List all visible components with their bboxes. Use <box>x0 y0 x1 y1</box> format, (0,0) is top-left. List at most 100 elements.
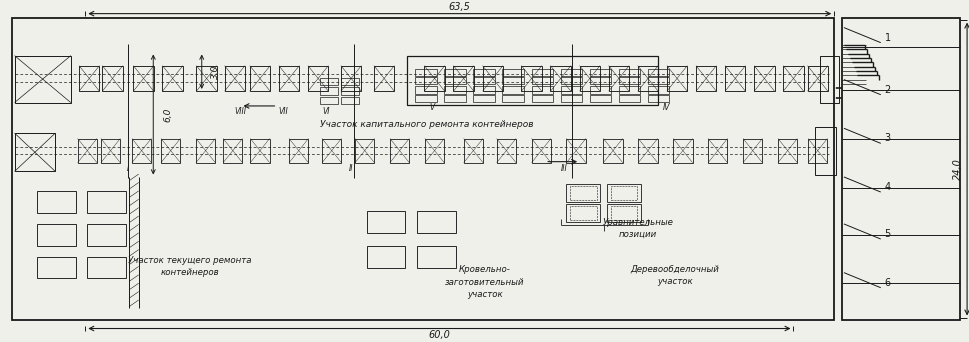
Bar <box>589 69 610 76</box>
Bar <box>560 86 581 93</box>
Bar <box>390 139 409 163</box>
Bar <box>482 66 502 91</box>
Bar <box>610 185 637 200</box>
Bar <box>407 56 657 105</box>
Text: 3: 3 <box>884 133 890 143</box>
Bar <box>806 66 828 91</box>
Text: Участок капитального ремонта контейнеров: Участок капитального ремонта контейнеров <box>320 120 533 129</box>
Bar <box>37 257 76 278</box>
Bar <box>496 139 516 163</box>
Bar <box>618 86 640 93</box>
Text: V: V <box>428 103 434 112</box>
Text: Деревообделочный
участок: Деревообделочный участок <box>630 265 719 286</box>
Text: VI: VI <box>322 107 329 117</box>
Bar <box>15 133 55 171</box>
Bar <box>289 139 308 163</box>
Bar <box>666 66 686 91</box>
Bar <box>320 96 337 104</box>
Bar <box>618 69 640 76</box>
Bar <box>695 66 715 91</box>
Bar <box>647 94 669 102</box>
Text: 1: 1 <box>884 32 890 43</box>
Text: 24,0: 24,0 <box>953 158 962 180</box>
Bar <box>607 184 641 202</box>
Bar <box>566 204 600 222</box>
Bar <box>672 139 692 163</box>
Bar <box>444 69 465 76</box>
Text: IV: IV <box>662 103 670 112</box>
Bar <box>566 139 585 163</box>
Bar <box>453 66 473 91</box>
Bar <box>278 66 298 91</box>
Bar <box>754 66 773 91</box>
Bar <box>161 139 180 163</box>
Bar <box>603 139 622 163</box>
Bar <box>320 87 337 94</box>
Bar <box>307 66 328 91</box>
Bar <box>566 184 600 202</box>
Bar <box>224 66 244 91</box>
Text: III: III <box>561 163 567 173</box>
Bar <box>473 69 494 76</box>
Bar <box>415 69 436 76</box>
Bar <box>366 246 405 268</box>
Bar <box>531 86 552 93</box>
Bar <box>415 94 436 102</box>
Bar <box>570 206 596 221</box>
Bar <box>423 66 444 91</box>
Bar <box>87 257 126 278</box>
Bar <box>417 211 455 233</box>
Bar <box>807 139 827 163</box>
Bar <box>87 191 126 213</box>
Bar <box>473 86 494 93</box>
Bar <box>647 77 669 84</box>
Bar <box>707 139 727 163</box>
Bar <box>87 224 126 246</box>
Bar <box>589 94 610 102</box>
Text: 2: 2 <box>884 85 890 95</box>
Bar <box>78 139 97 163</box>
Bar <box>424 139 444 163</box>
Bar <box>647 86 669 93</box>
Bar <box>355 139 374 163</box>
Bar <box>742 139 762 163</box>
Text: 6: 6 <box>884 278 890 288</box>
Text: 5: 5 <box>884 229 890 239</box>
Text: Уравнительные
позиции: Уравнительные позиции <box>602 218 673 239</box>
Text: 60,0: 60,0 <box>428 330 450 340</box>
Text: 63,5: 63,5 <box>449 2 470 12</box>
Bar <box>531 69 552 76</box>
Bar <box>549 66 570 91</box>
Bar <box>250 66 269 91</box>
Bar <box>132 139 151 163</box>
Bar <box>560 94 581 102</box>
Bar <box>647 69 669 76</box>
Bar <box>444 94 465 102</box>
Bar <box>819 56 838 103</box>
Bar <box>638 66 657 91</box>
Bar <box>618 94 640 102</box>
Bar <box>724 66 744 91</box>
Text: VII: VII <box>278 107 288 117</box>
Bar <box>521 66 541 91</box>
Bar <box>366 211 405 233</box>
Bar <box>341 96 359 104</box>
Bar <box>531 139 550 163</box>
Bar <box>531 94 552 102</box>
Bar <box>463 139 483 163</box>
Bar <box>589 77 610 84</box>
Bar <box>578 66 599 91</box>
Text: 6,0: 6,0 <box>163 107 172 121</box>
Bar <box>196 139 215 163</box>
Bar <box>609 66 628 91</box>
Bar <box>560 77 581 84</box>
Bar <box>560 69 581 76</box>
Bar <box>322 139 341 163</box>
Text: Кровельно-
заготовительный
участок: Кровельно- заготовительный участок <box>445 265 524 299</box>
Bar <box>607 204 641 222</box>
Bar <box>37 191 76 213</box>
Bar <box>444 77 465 84</box>
Bar <box>782 66 802 91</box>
Bar <box>473 77 494 84</box>
Bar <box>320 78 337 85</box>
